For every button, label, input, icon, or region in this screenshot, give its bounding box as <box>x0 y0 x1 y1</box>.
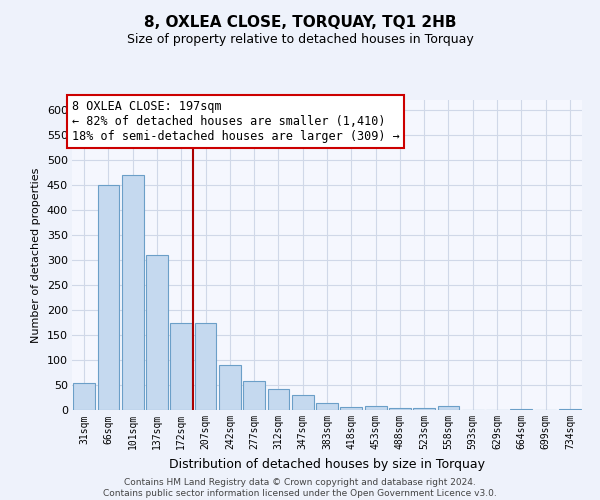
Bar <box>365 406 386 410</box>
Bar <box>122 175 143 410</box>
Bar <box>97 185 119 410</box>
Bar <box>389 408 411 410</box>
Bar <box>559 409 581 410</box>
Bar <box>316 402 338 410</box>
Y-axis label: Number of detached properties: Number of detached properties <box>31 168 41 342</box>
Text: Size of property relative to detached houses in Torquay: Size of property relative to detached ho… <box>127 32 473 46</box>
Bar <box>243 381 265 410</box>
Bar <box>170 322 192 410</box>
Bar <box>511 409 532 410</box>
X-axis label: Distribution of detached houses by size in Torquay: Distribution of detached houses by size … <box>169 458 485 471</box>
Bar <box>413 408 435 410</box>
Bar <box>292 395 314 410</box>
Text: Contains HM Land Registry data © Crown copyright and database right 2024.
Contai: Contains HM Land Registry data © Crown c… <box>103 478 497 498</box>
Text: 8 OXLEA CLOSE: 197sqm
← 82% of detached houses are smaller (1,410)
18% of semi-d: 8 OXLEA CLOSE: 197sqm ← 82% of detached … <box>72 100 400 143</box>
Bar <box>437 406 460 410</box>
Bar <box>73 382 95 410</box>
Text: 8, OXLEA CLOSE, TORQUAY, TQ1 2HB: 8, OXLEA CLOSE, TORQUAY, TQ1 2HB <box>144 15 456 30</box>
Bar <box>268 389 289 410</box>
Bar <box>146 255 168 410</box>
Bar <box>219 365 241 410</box>
Bar <box>194 322 217 410</box>
Bar <box>340 406 362 410</box>
